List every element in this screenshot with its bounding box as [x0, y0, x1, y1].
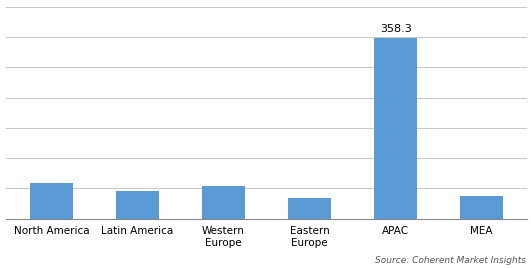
Bar: [288, 198, 331, 218]
Bar: [374, 38, 417, 218]
Bar: [30, 183, 73, 218]
Bar: [116, 191, 159, 218]
Text: Source: Coherent Market Insights: Source: Coherent Market Insights: [375, 256, 526, 265]
Text: 358.3: 358.3: [380, 24, 412, 34]
Bar: [202, 186, 245, 218]
Bar: [460, 196, 503, 218]
